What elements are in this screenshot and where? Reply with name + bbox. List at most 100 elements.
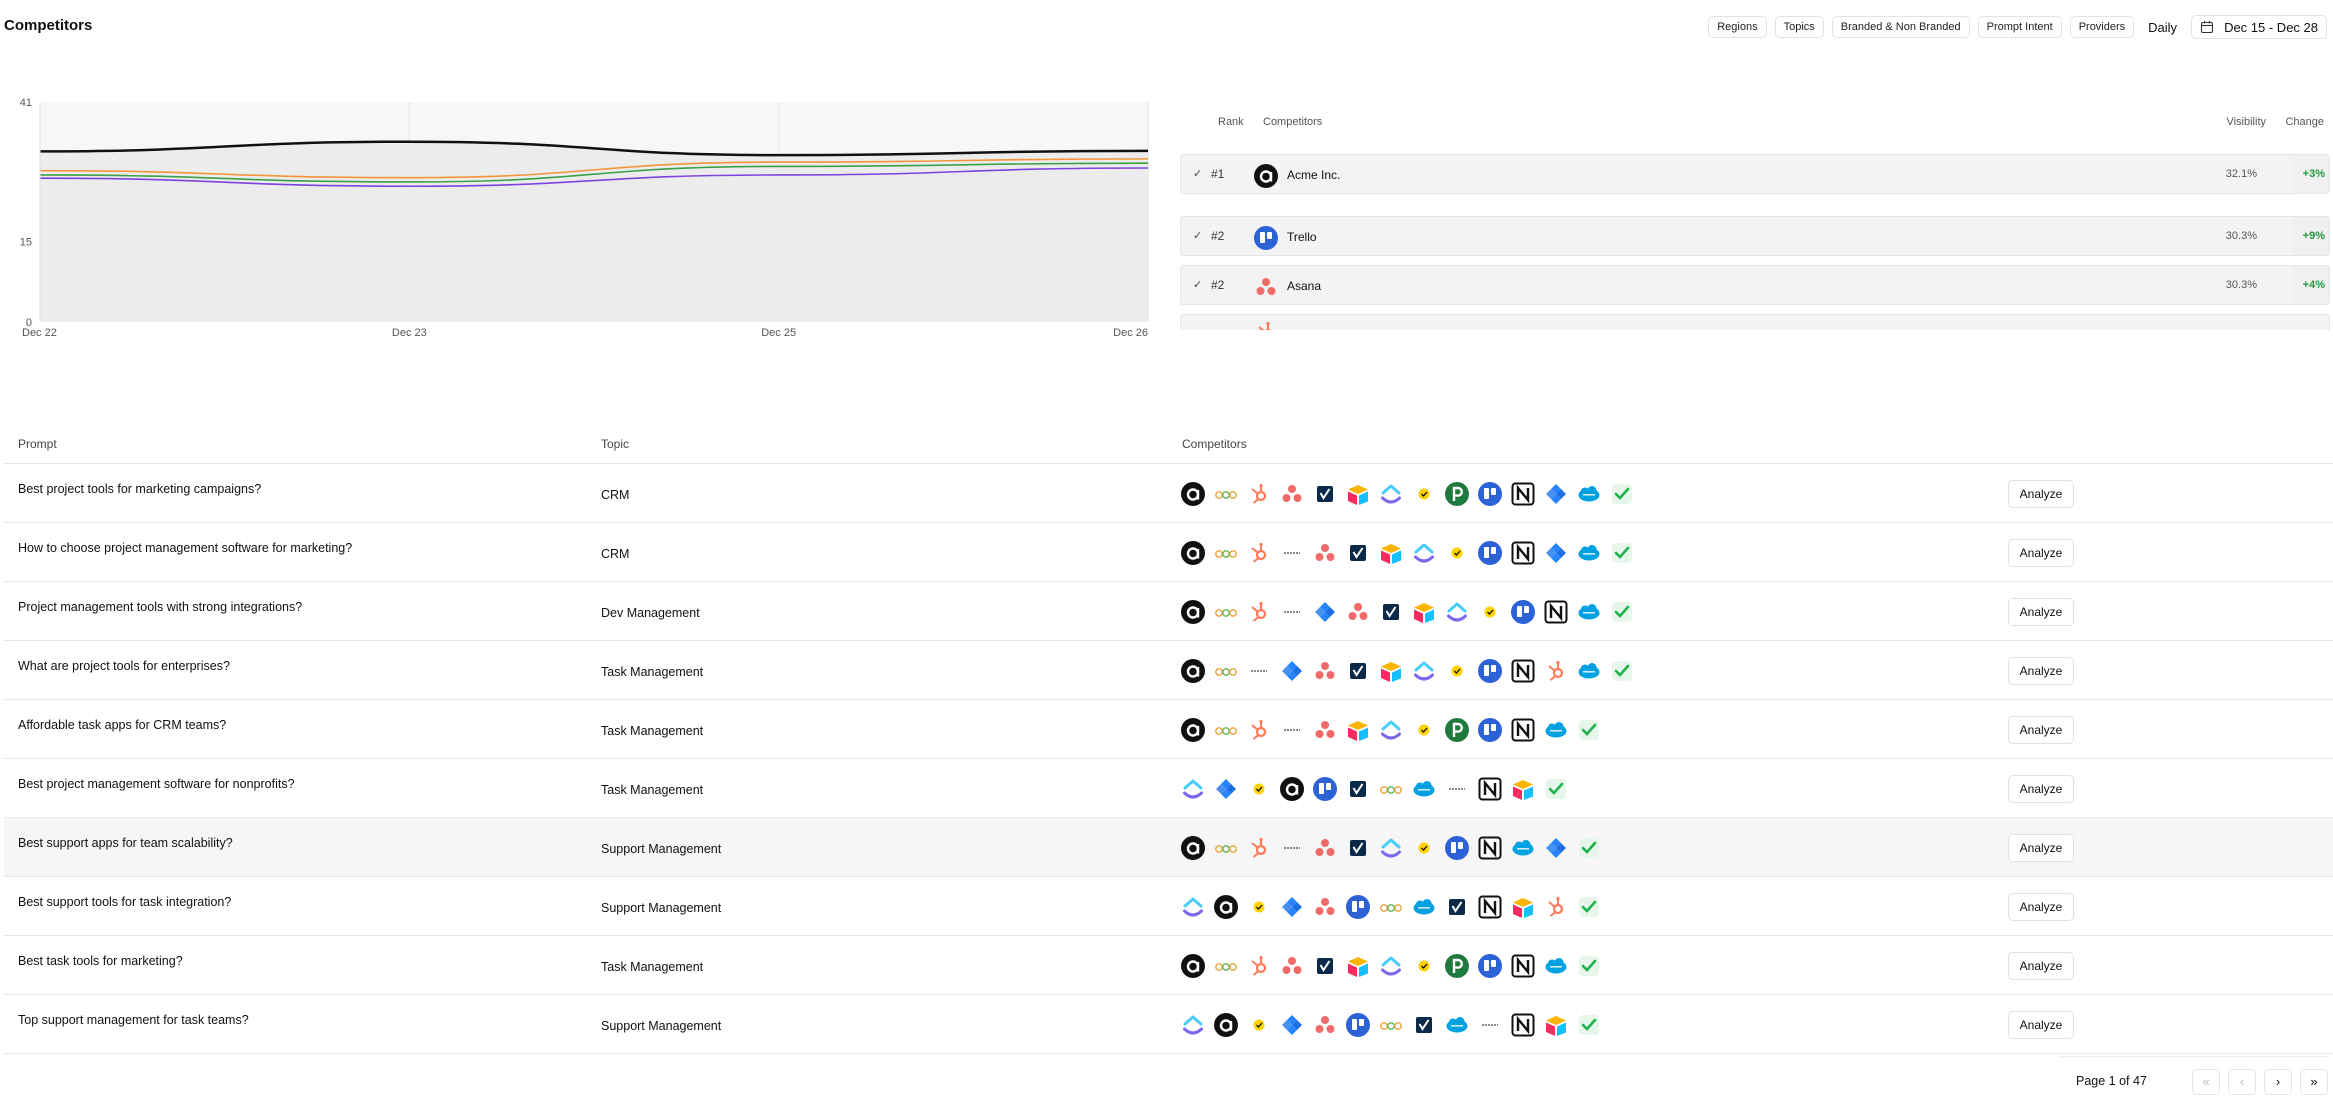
check-icon[interactable]: ✓ [1193, 279, 1203, 291]
ranking-row[interactable]: ✓ #2 Trello 30.3% +9% [1180, 216, 2330, 256]
rank-column-header: Rank [1218, 116, 1244, 128]
change-value: +9% [2302, 230, 2325, 242]
check-icon[interactable]: ✓ [1193, 168, 1203, 180]
analyze-button[interactable]: Analyze [2008, 716, 2074, 744]
table-row[interactable]: Best project management software for non… [4, 759, 2333, 818]
analyze-button[interactable]: Analyze [2008, 598, 2074, 626]
check-logo-icon [1609, 599, 1635, 625]
change-cell [2293, 266, 2329, 304]
norton-logo-icon [1444, 658, 1470, 684]
table-row[interactable]: How to choose project management softwar… [4, 523, 2333, 582]
table-row[interactable]: Best support tools for task integration?… [4, 877, 2333, 936]
analyze-button[interactable]: Analyze [2008, 893, 2074, 921]
topic-text: CRM [601, 547, 630, 561]
pagination: Page 1 of 47 « ‹ › » [2060, 1056, 2330, 1106]
check-logo-icon [1609, 540, 1635, 566]
clickup-logo-icon [1444, 599, 1470, 625]
salesforce-logo-icon [1576, 540, 1602, 566]
trello-logo-icon [1477, 540, 1503, 566]
notion-logo-icon [1510, 1012, 1536, 1038]
filter-branded[interactable]: Branded & Non Branded [1831, 16, 1970, 38]
filter-regions[interactable]: Regions [1708, 16, 1767, 38]
prompt-text: What are project tools for enterprises? [18, 659, 230, 673]
prompt-text: Best support tools for task integration? [18, 895, 232, 909]
acme-logo-icon [1180, 953, 1206, 979]
analyze-button[interactable]: Analyze [2008, 480, 2074, 508]
asana-logo-icon [1312, 894, 1338, 920]
granularity-select[interactable]: Daily [2148, 19, 2178, 35]
hubspot-logo-icon [1246, 481, 1272, 507]
filter-topics[interactable]: Topics [1774, 16, 1824, 38]
trello-logo-icon [1477, 717, 1503, 743]
table-row[interactable]: Best task tools for marketing? Task Manag… [4, 936, 2333, 995]
ranking-header: Rank Competitors Visibility Change [1180, 116, 2332, 136]
analyze-button[interactable]: Analyze [2008, 834, 2074, 862]
x-tick-label: Dec 22 [22, 327, 57, 339]
dash-logo-icon [1279, 540, 1305, 566]
airtable-logo-icon [1378, 658, 1404, 684]
check-icon[interactable]: ✓ [1193, 230, 1203, 242]
chevron-left-icon: ‹ [2239, 1074, 2245, 1089]
dash-logo-icon [1246, 658, 1272, 684]
acme-logo-icon [1180, 835, 1206, 861]
calendar-icon [2201, 21, 2214, 34]
change-value: +4% [2302, 279, 2325, 291]
analyze-button[interactable]: Analyze [2008, 657, 2074, 685]
ranking-row[interactable]: ✓ #2 Asana 30.3% +4% [1180, 265, 2330, 305]
hubspot-logo-icon [1246, 717, 1272, 743]
salesforce-logo-icon [1576, 658, 1602, 684]
hubspot-logo-icon [1543, 658, 1569, 684]
norton-logo-icon [1411, 953, 1437, 979]
jira-logo-icon [1543, 540, 1569, 566]
change-cell [2293, 155, 2329, 193]
asana-logo-icon [1312, 540, 1338, 566]
last-page-button[interactable]: » [2300, 1069, 2328, 1095]
prev-page-button[interactable]: ‹ [2228, 1069, 2256, 1095]
series-line-3 [39, 167, 1149, 188]
notion-logo-icon [1510, 481, 1536, 507]
dash-logo-icon [1444, 776, 1470, 802]
page-header: Competitors Regions Topics Branded & Non… [0, 0, 2333, 54]
series-line-2 [39, 162, 1149, 183]
check-logo-icon [1576, 1012, 1602, 1038]
analyze-button[interactable]: Analyze [2008, 775, 2074, 803]
analyze-button[interactable]: Analyze [2008, 952, 2074, 980]
norton-logo-icon [1411, 481, 1437, 507]
dash-logo-icon [1279, 835, 1305, 861]
next-page-button[interactable]: › [2264, 1069, 2292, 1095]
table-row[interactable]: Affordable task apps for CRM teams? Task … [4, 700, 2333, 759]
jira-logo-icon [1543, 835, 1569, 861]
vwise-logo-icon [1312, 953, 1338, 979]
table-row[interactable]: Top support management for task teams? Su… [4, 995, 2333, 1054]
table-row[interactable]: Best project tools for marketing campaig… [4, 464, 2333, 523]
table-row[interactable]: Project management tools with strong int… [4, 582, 2333, 641]
competitor-logos [1180, 776, 1569, 802]
analyze-button[interactable]: Analyze [2008, 1011, 2074, 1039]
topic-text: Task Management [601, 960, 704, 974]
clickup-logo-icon [1378, 953, 1404, 979]
check-logo-icon [1609, 658, 1635, 684]
acme-logo-icon [1213, 894, 1239, 920]
rank-value: #1 [1211, 167, 1225, 181]
filter-prompt-intent[interactable]: Prompt Intent [1977, 16, 2062, 38]
first-page-button[interactable]: « [2192, 1069, 2220, 1095]
filter-providers[interactable]: Providers [2069, 16, 2135, 38]
prompt-text: Best project management software for non… [18, 777, 295, 791]
ranking-row[interactable]: ✓ #1 Acme Inc. 32.1% +3% [1180, 154, 2330, 194]
trello-logo-icon [1477, 658, 1503, 684]
table-row[interactable]: Best support apps for team scalability? S… [4, 818, 2333, 877]
jira-logo-icon [1279, 1012, 1305, 1038]
chevron-right-icon: › [2275, 1074, 2281, 1089]
date-range-picker[interactable]: Dec 15 - Dec 28 [2191, 15, 2327, 39]
double-chevron-right-icon: » [2310, 1074, 2318, 1089]
monday-logo-icon [1213, 599, 1239, 625]
prompt-text: Best project tools for marketing campaig… [18, 482, 262, 496]
check-logo-icon [1576, 717, 1602, 743]
visibility-value: 30.3% [2225, 230, 2257, 242]
analyze-button[interactable]: Analyze [2008, 539, 2074, 567]
monday-logo-icon [1213, 953, 1239, 979]
topic-text: Support Management [601, 842, 722, 856]
table-row[interactable]: What are project tools for enterprises? T… [4, 641, 2333, 700]
check-logo-icon [1576, 953, 1602, 979]
asana-logo-icon [1312, 658, 1338, 684]
